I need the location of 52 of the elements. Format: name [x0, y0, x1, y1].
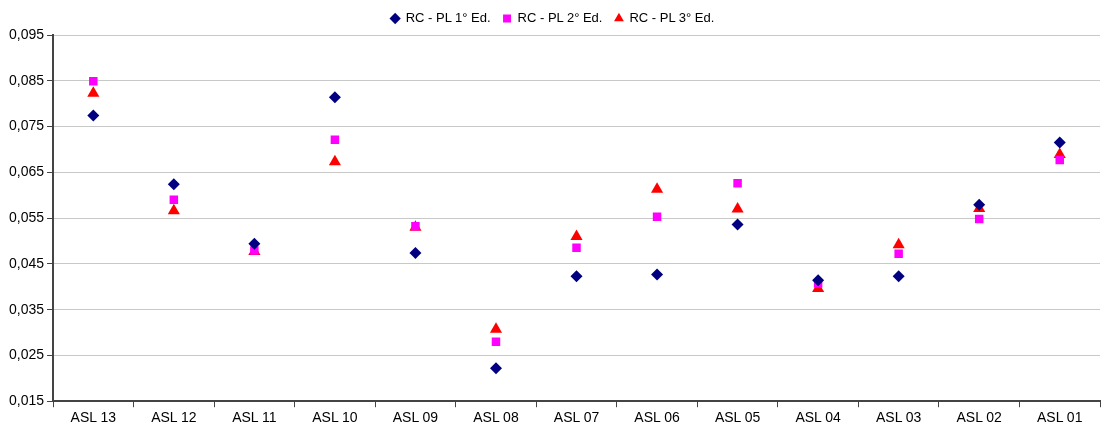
x-tick-label: ASL 05: [714, 409, 761, 426]
y-tick-label: 0,075: [8, 117, 45, 134]
point: [651, 268, 664, 281]
point: [733, 179, 742, 188]
x-tick-label: ASL 01: [1037, 409, 1083, 426]
x-tick-label: ASL 09: [392, 409, 439, 426]
point: [491, 337, 501, 346]
point: [1053, 136, 1066, 149]
x-tick-label: ASL 04: [795, 409, 842, 426]
point: [328, 154, 341, 166]
point: [570, 229, 583, 240]
x-tick-label: ASL 08: [473, 409, 519, 426]
point: [570, 270, 583, 283]
point: [892, 237, 905, 249]
y-tick-label: 0,085: [8, 71, 45, 88]
x-tick-label: ASL 06: [634, 409, 680, 426]
y-tick-label: 0,065: [8, 163, 45, 180]
y-tick-label: 0,035: [8, 300, 45, 317]
point: [89, 76, 98, 86]
x-tick-label: ASL 07: [553, 409, 600, 426]
point: [87, 109, 100, 122]
point: [409, 246, 422, 259]
y-tick-label: 0,095: [8, 25, 45, 42]
x-tick-label: ASL 03: [875, 409, 922, 426]
point: [489, 322, 503, 333]
legend-label: RC - PL 2° Ed.: [517, 10, 603, 26]
y-tick-label: 0,055: [8, 208, 45, 225]
x-tick-label: ASL 10: [312, 409, 358, 426]
x-tick-label: ASL 12: [151, 409, 197, 426]
point: [894, 249, 903, 259]
point: [328, 91, 341, 104]
point: [652, 212, 662, 221]
point: [892, 270, 905, 283]
point: [812, 274, 825, 287]
point: [87, 86, 100, 97]
x-tick-label: ASL 02: [956, 409, 1003, 426]
point: [1055, 155, 1064, 165]
x-tick-label: ASL 11: [232, 409, 277, 426]
point: [731, 201, 744, 213]
point: [167, 178, 180, 191]
point: [731, 218, 744, 231]
y-tick-label: 0,045: [8, 254, 45, 271]
point: [650, 182, 664, 193]
y-tick-label: 0,025: [8, 346, 45, 363]
point: [572, 243, 581, 253]
legend-label: RC - PL 3° Ed.: [629, 10, 715, 26]
legend-label: RC - PL 1° Ed.: [405, 10, 491, 26]
x-tick-label: ASL 13: [70, 409, 117, 426]
point: [248, 237, 261, 250]
point: [167, 203, 180, 215]
point: [489, 362, 502, 375]
y-tick-label: 0,015: [8, 392, 45, 409]
